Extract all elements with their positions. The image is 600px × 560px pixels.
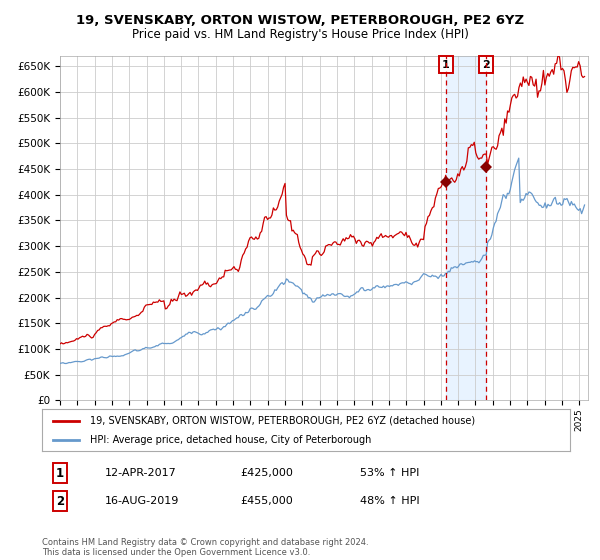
Text: HPI: Average price, detached house, City of Peterborough: HPI: Average price, detached house, City… xyxy=(89,435,371,445)
Text: £455,000: £455,000 xyxy=(240,496,293,506)
Text: Contains HM Land Registry data © Crown copyright and database right 2024.
This d: Contains HM Land Registry data © Crown c… xyxy=(42,538,368,557)
Text: 48% ↑ HPI: 48% ↑ HPI xyxy=(360,496,419,506)
Text: £425,000: £425,000 xyxy=(240,468,293,478)
Text: 1: 1 xyxy=(442,59,449,69)
Text: 12-APR-2017: 12-APR-2017 xyxy=(105,468,177,478)
Text: 53% ↑ HPI: 53% ↑ HPI xyxy=(360,468,419,478)
Text: 19, SVENSKABY, ORTON WISTOW, PETERBOROUGH, PE2 6YZ: 19, SVENSKABY, ORTON WISTOW, PETERBOROUG… xyxy=(76,14,524,27)
Text: 2: 2 xyxy=(56,494,64,508)
Text: 2: 2 xyxy=(482,59,490,69)
Text: 19, SVENSKABY, ORTON WISTOW, PETERBOROUGH, PE2 6YZ (detached house): 19, SVENSKABY, ORTON WISTOW, PETERBOROUG… xyxy=(89,416,475,426)
Text: 1: 1 xyxy=(56,466,64,480)
Text: 16-AUG-2019: 16-AUG-2019 xyxy=(105,496,179,506)
Text: Price paid vs. HM Land Registry's House Price Index (HPI): Price paid vs. HM Land Registry's House … xyxy=(131,28,469,41)
Bar xyxy=(446,56,486,400)
